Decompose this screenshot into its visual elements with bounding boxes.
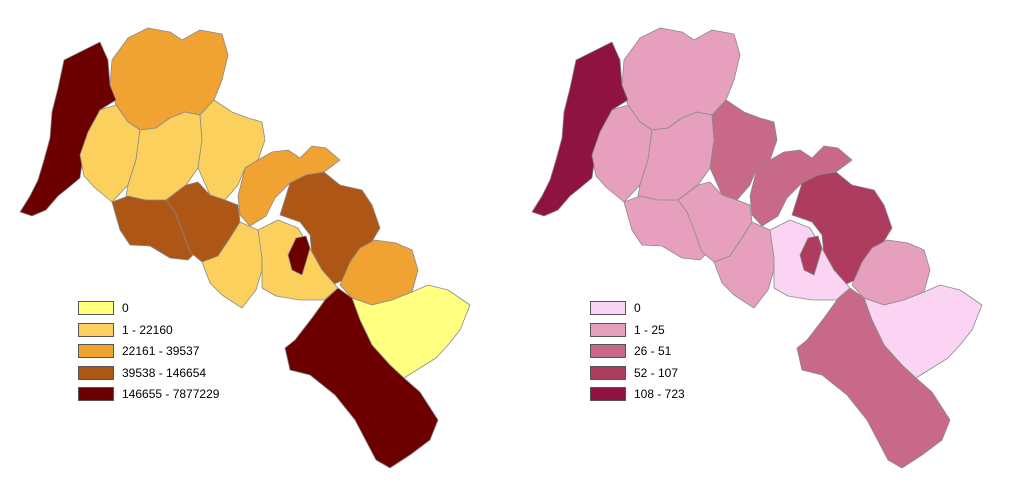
right-legend-item: 0 bbox=[590, 300, 685, 316]
legend-swatch bbox=[78, 344, 114, 358]
region-coast bbox=[531, 41, 629, 217]
left-legend-item: 22161 - 39537 bbox=[78, 343, 219, 359]
region-south bbox=[796, 287, 951, 469]
left-legend-item: 39538 - 146654 bbox=[78, 365, 219, 381]
legend-label: 1 - 22160 bbox=[122, 322, 173, 337]
legend-swatch bbox=[78, 301, 114, 315]
right-legend: 0 1 - 25 26 - 51 52 - 107 108 - 723 bbox=[590, 300, 685, 408]
region-enclave bbox=[799, 235, 823, 276]
legend-swatch bbox=[78, 387, 114, 401]
region-enclave bbox=[287, 235, 311, 276]
region-center-upper bbox=[125, 111, 203, 205]
right-legend-item: 1 - 25 bbox=[590, 322, 685, 338]
legend-label: 26 - 51 bbox=[634, 344, 672, 358]
legend-label: 39538 - 146654 bbox=[122, 365, 207, 380]
region-west-upper bbox=[591, 104, 653, 203]
region-southeast bbox=[851, 239, 931, 306]
left-legend-item: 1 - 22160 bbox=[78, 322, 219, 338]
region-center-upper bbox=[637, 111, 715, 205]
left-legend: 0 1 - 22160 22161 - 39537 39538 - 146654… bbox=[78, 300, 219, 408]
legend-label: 22161 - 39537 bbox=[122, 344, 200, 358]
region-south bbox=[284, 287, 439, 469]
region-west-upper bbox=[79, 104, 141, 203]
left-map-panel: 0 1 - 22160 22161 - 39537 39538 - 146654… bbox=[19, 27, 471, 469]
region-coast bbox=[19, 41, 117, 217]
right-legend-item: 26 - 51 bbox=[590, 343, 685, 359]
legend-swatch bbox=[590, 365, 626, 380]
legend-label: 146655 - 7877229 bbox=[122, 387, 220, 401]
region-southeast bbox=[339, 239, 419, 306]
left-choropleth-map bbox=[19, 27, 471, 469]
legend-swatch bbox=[590, 301, 626, 315]
right-choropleth-map bbox=[531, 27, 983, 469]
legend-swatch bbox=[78, 365, 114, 380]
legend-label: 1 - 25 bbox=[634, 322, 665, 337]
legend-label: 0 bbox=[122, 301, 129, 315]
legend-label: 108 - 723 bbox=[634, 387, 685, 401]
right-legend-item: 52 - 107 bbox=[590, 365, 685, 381]
right-map-panel: 0 1 - 25 26 - 51 52 - 107 108 - 723 bbox=[512, 0, 1024, 484]
right-legend-item: 108 - 723 bbox=[590, 386, 685, 402]
left-legend-item: 0 bbox=[78, 300, 219, 316]
legend-swatch bbox=[590, 322, 626, 337]
legend-swatch bbox=[590, 344, 626, 358]
legend-label: 52 - 107 bbox=[634, 365, 679, 380]
left-legend-item: 146655 - 7877229 bbox=[78, 386, 219, 402]
legend-swatch bbox=[590, 387, 626, 401]
legend-label: 0 bbox=[634, 301, 641, 315]
legend-swatch bbox=[78, 322, 114, 337]
